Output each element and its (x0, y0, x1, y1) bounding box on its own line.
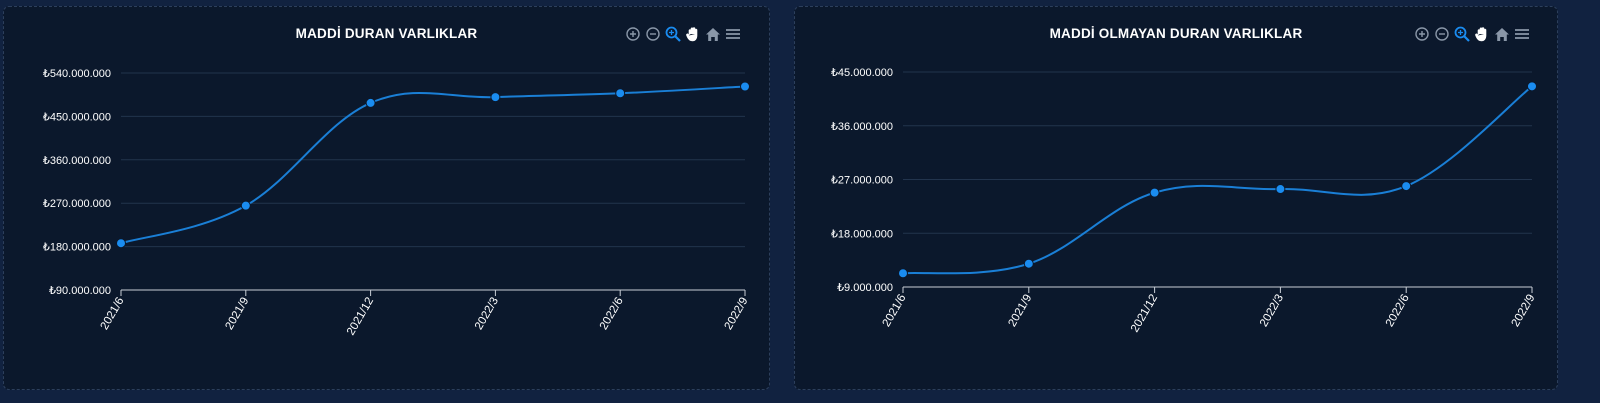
chart-toolbar (624, 25, 742, 43)
data-point[interactable] (490, 92, 501, 103)
y-tick-label: ₺270.000.000 (43, 198, 111, 210)
home-reset-icon[interactable] (704, 25, 722, 43)
menu-icon[interactable] (1513, 25, 1531, 43)
x-tick-label: 2021/12 (345, 296, 376, 338)
chart-title: MADDİ DURAN VARLIKLAR (295, 26, 478, 41)
x-tick-label: 2021/6 (99, 296, 127, 332)
pan-hand-icon[interactable] (684, 25, 702, 43)
y-tick-label: ₺18.000.000 (831, 228, 893, 240)
y-tick-label: ₺450.000.000 (43, 111, 111, 123)
zoom-out-icon[interactable] (1433, 25, 1451, 43)
chart-title: MADDİ OLMAYAN DURAN VARLIKLAR (1049, 26, 1303, 41)
data-point[interactable] (116, 238, 126, 249)
x-tick-label: 2022/3 (473, 296, 501, 332)
zoom-selection-icon[interactable] (664, 25, 682, 43)
y-tick-label: ₺540.000.000 (43, 68, 111, 80)
menu-icon[interactable] (724, 25, 742, 43)
y-tick-label: ₺180.000.000 (43, 242, 111, 254)
data-point[interactable] (365, 97, 376, 108)
y-tick-label: ₺27.000.000 (831, 175, 893, 187)
x-tick-label: 2022/9 (723, 296, 751, 332)
data-point[interactable] (615, 88, 626, 99)
data-point[interactable] (1527, 81, 1537, 92)
data-point[interactable] (898, 268, 908, 279)
x-tick-label: 2022/6 (1384, 293, 1412, 329)
data-point[interactable] (1275, 184, 1286, 195)
zoom-selection-icon[interactable] (1453, 25, 1471, 43)
zoom-in-icon[interactable] (624, 25, 642, 43)
y-tick-label: ₺36.000.000 (831, 121, 893, 133)
y-tick-label: ₺360.000.000 (43, 155, 111, 167)
x-tick-label: 2021/12 (1129, 293, 1160, 335)
zoom-out-icon[interactable] (644, 25, 662, 43)
x-tick-label: 2021/9 (223, 296, 251, 332)
pan-hand-icon[interactable] (1473, 25, 1491, 43)
data-point[interactable] (240, 200, 251, 211)
chart-toolbar (1413, 25, 1531, 43)
x-tick-label: 2021/6 (881, 293, 909, 329)
x-tick-label: 2022/9 (1510, 293, 1538, 329)
data-point[interactable] (1149, 187, 1160, 198)
zoom-in-icon[interactable] (1413, 25, 1431, 43)
data-point[interactable] (740, 81, 750, 92)
chart-panel-tangible-assets: MADDİ DURAN VARLIKLAR ₺90.000.000 ₺180.00… (3, 6, 770, 390)
x-tick-label: 2022/3 (1258, 293, 1286, 329)
data-point[interactable] (1023, 258, 1034, 269)
series-line (902, 85, 1533, 275)
chart-panel-intangible-assets: MADDİ OLMAYAN DURAN VARLIKLAR ₺9.000.000… (794, 6, 1558, 390)
data-point[interactable] (1401, 181, 1412, 192)
chart-svg: ₺90.000.000 ₺180.000.000 ₺270.000.000 ₺360.… (43, 68, 751, 338)
x-tick-label: 2021/9 (1006, 293, 1034, 329)
x-tick-label: 2022/6 (598, 296, 626, 332)
home-reset-icon[interactable] (1493, 25, 1511, 43)
chart-svg: ₺9.000.000 ₺18.000.000 ₺27.000.000 ₺36.000.… (831, 67, 1538, 335)
y-tick-label: ₺90.000.000 (49, 285, 111, 297)
series-line (120, 85, 746, 245)
y-tick-label: ₺9.000.000 (837, 282, 893, 294)
y-tick-label: ₺45.000.000 (831, 67, 893, 79)
